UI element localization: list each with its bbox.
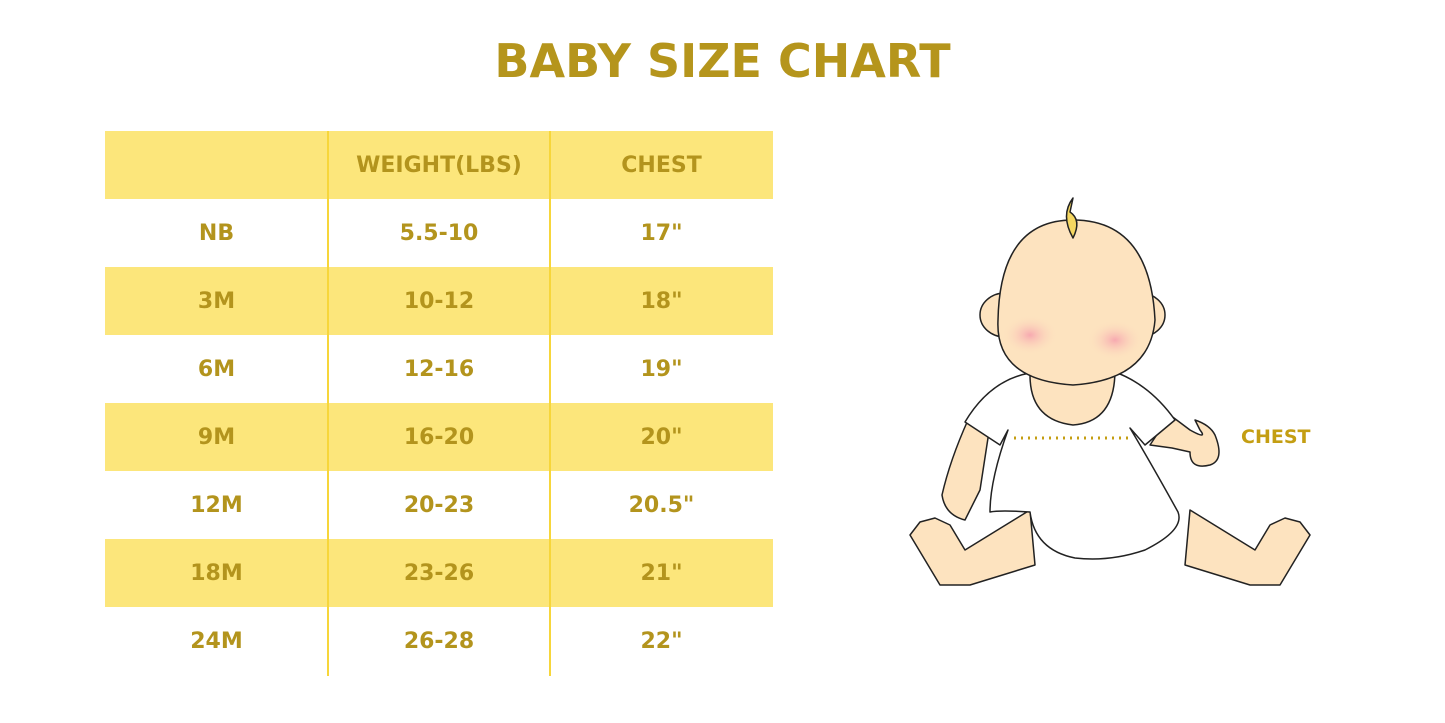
- chest-cell: 21": [640, 560, 683, 586]
- chest-cell: 20": [640, 424, 683, 450]
- weight-cell: 10-12: [403, 288, 475, 314]
- left-cheek: [1002, 315, 1058, 355]
- table-row: 6M 12-16 19": [105, 335, 773, 403]
- weight-cell: 5.5-10: [399, 220, 479, 246]
- right-cheek: [1087, 320, 1143, 360]
- table-row: 9M 16-20 20": [105, 403, 773, 471]
- weight-cell: 12-16: [403, 356, 475, 382]
- table-row: 18M 23-26 21": [105, 539, 773, 607]
- weight-cell: 16-20: [403, 424, 475, 450]
- weight-cell: 26-28: [403, 628, 475, 654]
- table-row: NB 5.5-10 17": [105, 199, 773, 267]
- chest-cell: 20.5": [628, 492, 695, 518]
- header-cell: CHEST: [621, 152, 702, 178]
- page-title: BABY SIZE CHART: [494, 34, 951, 88]
- table-row: 3M 10-12 18": [105, 267, 773, 335]
- size-cell: 9M: [197, 424, 236, 450]
- size-cell: 3M: [197, 288, 236, 314]
- baby-illustration: [909, 197, 1311, 586]
- table-row: 24M 26-28 22": [105, 607, 773, 675]
- size-cell: 18M: [190, 560, 243, 586]
- size-table: WEIGHT(LBS) CHEST NB 5.5-10 17" 3M 10-12…: [105, 131, 773, 675]
- column-divider: [327, 131, 329, 676]
- header-cell: [105, 131, 328, 199]
- column-divider: [549, 131, 551, 676]
- weight-cell: 23-26: [403, 560, 475, 586]
- chest-label: CHEST: [1241, 426, 1311, 448]
- table-row: 12M 20-23 20.5": [105, 471, 773, 539]
- size-cell: NB: [198, 220, 235, 246]
- chest-cell: 19": [640, 356, 683, 382]
- header-cell: WEIGHT(LBS): [356, 152, 522, 178]
- chest-cell: 17": [640, 220, 683, 246]
- table-header-row: WEIGHT(LBS) CHEST: [105, 131, 773, 199]
- size-cell: 6M: [197, 356, 236, 382]
- size-cell: 12M: [190, 492, 243, 518]
- chest-cell: 18": [640, 288, 683, 314]
- size-cell: 24M: [190, 628, 243, 654]
- weight-cell: 20-23: [403, 492, 475, 518]
- chest-cell: 22": [640, 628, 683, 654]
